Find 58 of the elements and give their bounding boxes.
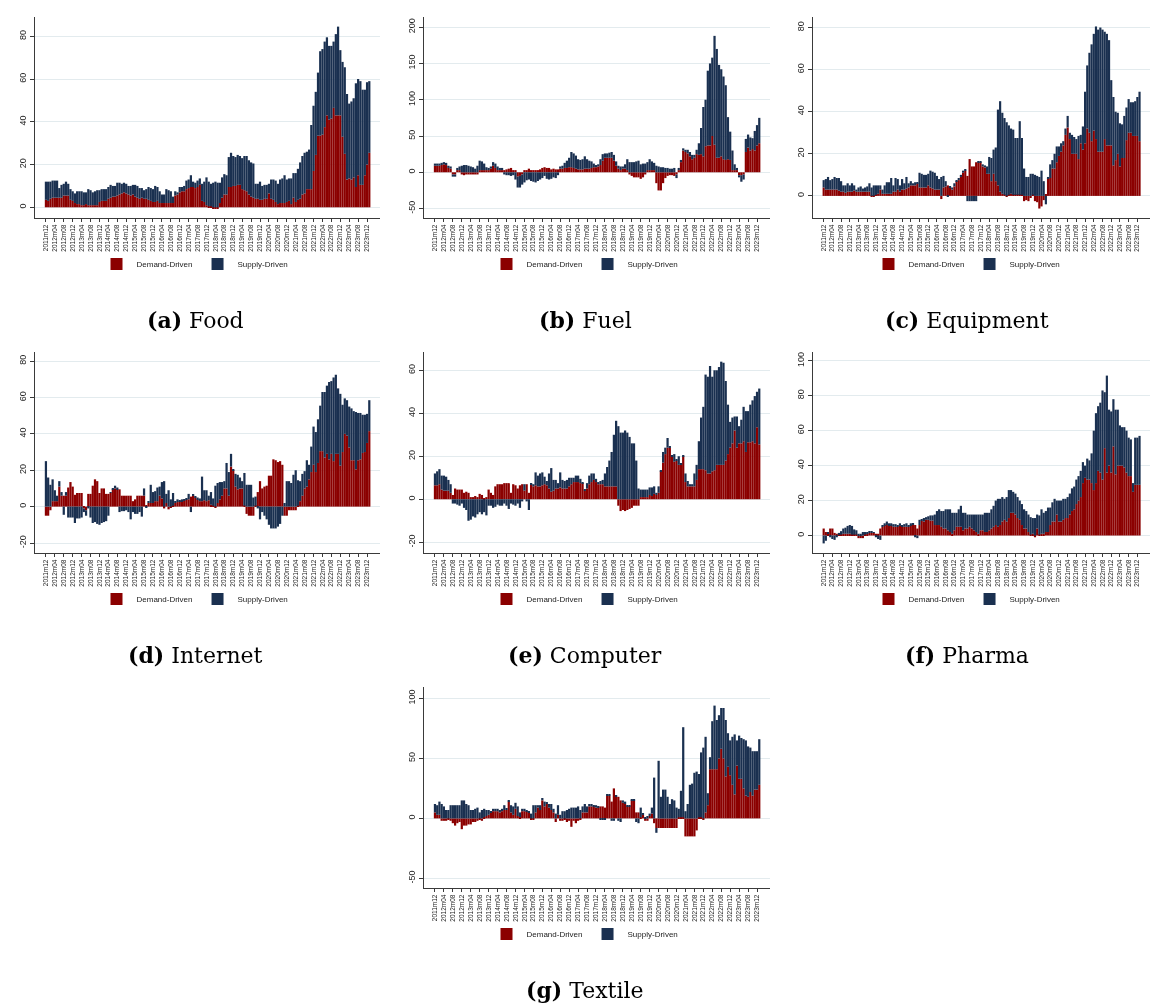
y-tick-label: 50 (407, 752, 418, 763)
legend-label: Supply-Driven (1009, 260, 1060, 270)
y-tick-label: 80 (796, 389, 807, 400)
legend-label: Supply-Driven (627, 260, 678, 270)
y-tick-label: 0 (796, 531, 807, 537)
legend-label: Demand-Driven (136, 260, 193, 270)
y-tick-label: -50 (407, 870, 418, 884)
legend-label: Demand-Driven (908, 595, 965, 605)
y-tick-label: 0 (407, 814, 418, 820)
y-tick-label: 80 (18, 29, 29, 40)
y-tick-label: 60 (18, 391, 29, 402)
legend-label: Demand-Driven (136, 595, 193, 605)
y-tick-label: 40 (18, 115, 29, 126)
legend-label: Demand-Driven (526, 930, 583, 940)
y-tick-label: 80 (18, 354, 29, 365)
text: (e) Computer (508, 642, 662, 668)
legend-label: Demand-Driven (526, 595, 583, 605)
y-tick-label: 80 (796, 21, 807, 32)
legend-label: Supply-Driven (1009, 595, 1060, 605)
y-tick-label: 40 (796, 105, 807, 116)
y-tick-label: -50 (407, 200, 418, 214)
y-tick-label: 40 (796, 459, 807, 470)
y-tick-label: 0 (796, 192, 807, 198)
y-tick-label: 20 (796, 494, 807, 505)
y-tick-label: -20 (407, 534, 418, 548)
y-tick-label: 100 (796, 351, 807, 367)
text: (b) Fuel (539, 307, 632, 333)
y-tick-label: 0 (407, 495, 418, 501)
y-tick-label: 150 (407, 54, 418, 70)
y-tick-label: 20 (18, 463, 29, 474)
legend-label: Supply-Driven (627, 595, 678, 605)
y-tick-label: 0 (18, 203, 29, 209)
y-tick-label: 50 (407, 129, 418, 140)
y-tick-label: 60 (18, 72, 29, 83)
text: (g) Textile (526, 977, 644, 1003)
y-tick-label: 60 (407, 363, 418, 374)
legend-label: Demand-Driven (526, 260, 583, 270)
y-tick-label: 20 (18, 158, 29, 169)
legend-label: Supply-Driven (237, 260, 288, 270)
y-tick-label: 60 (796, 424, 807, 435)
text: (f) Pharma (905, 642, 1029, 668)
text: (a) Food (147, 307, 244, 333)
y-tick-label: 100 (407, 90, 418, 106)
y-tick-label: 0 (18, 502, 29, 508)
y-tick-label: -20 (18, 535, 29, 549)
legend-label: Supply-Driven (237, 595, 288, 605)
legend-label: Demand-Driven (908, 260, 965, 270)
y-tick-label: 200 (407, 18, 418, 34)
y-tick-label: 0 (407, 168, 418, 174)
y-tick-label: 60 (796, 63, 807, 74)
y-tick-label: 20 (407, 449, 418, 460)
y-tick-label: 40 (18, 427, 29, 438)
text: (c) Equipment (885, 307, 1049, 333)
y-tick-label: 100 (407, 689, 418, 705)
legend-label: Supply-Driven (627, 930, 678, 940)
y-tick-label: 20 (796, 147, 807, 158)
text: (d) Internet (128, 642, 263, 668)
y-tick-label: 40 (407, 406, 418, 417)
